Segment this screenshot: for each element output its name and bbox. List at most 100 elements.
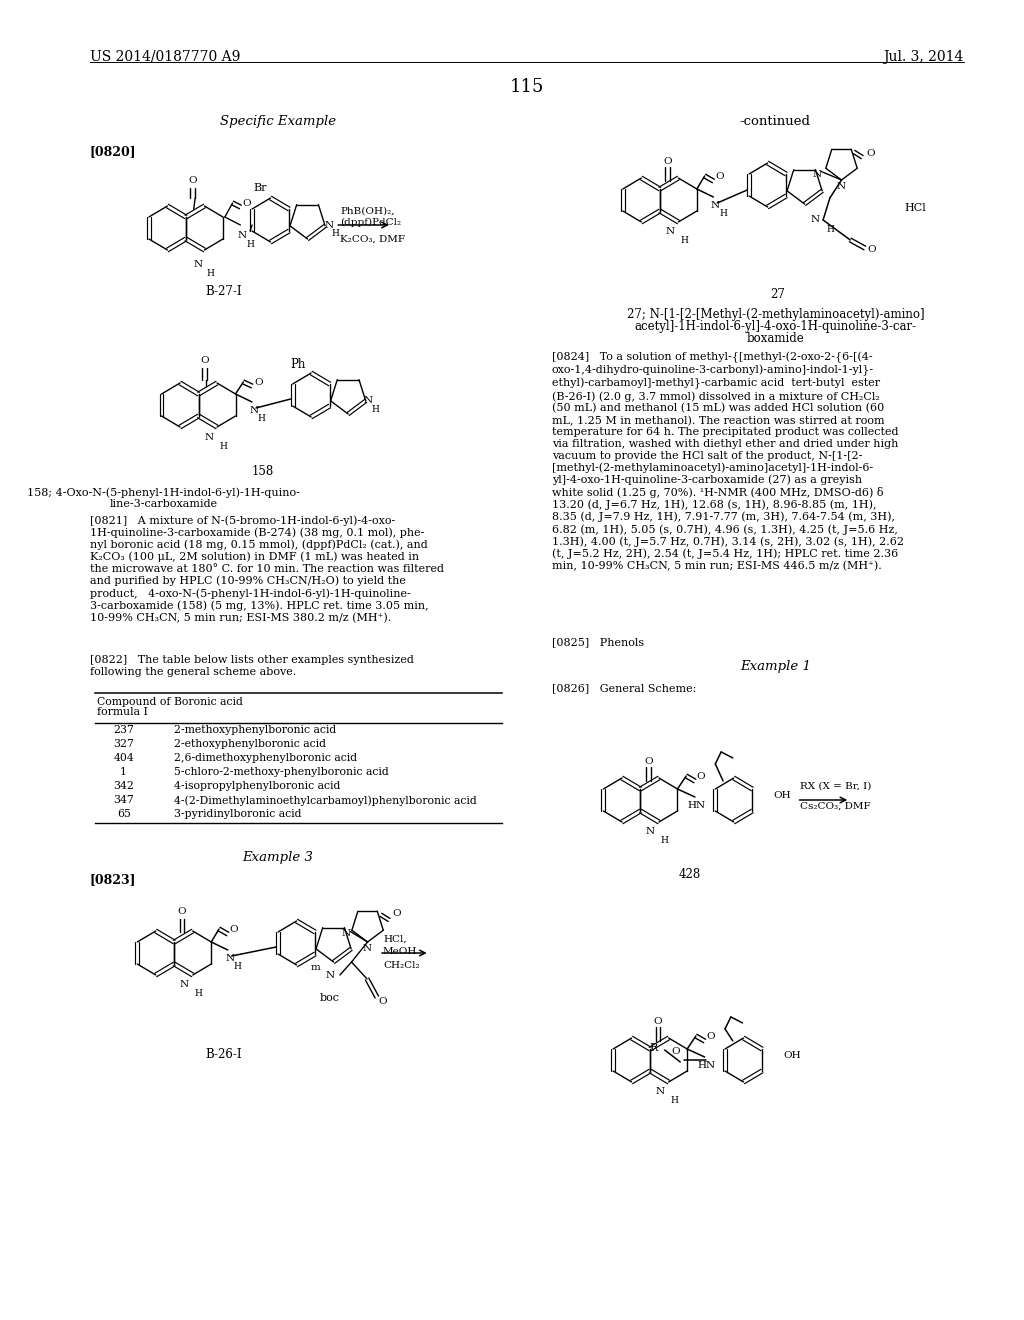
Text: N: N bbox=[225, 954, 234, 964]
Text: N: N bbox=[250, 407, 258, 414]
Text: [0823]: [0823] bbox=[90, 873, 136, 886]
Text: Ph: Ph bbox=[291, 358, 306, 371]
Text: N: N bbox=[655, 1086, 665, 1096]
Text: H: H bbox=[246, 240, 254, 249]
Text: 342: 342 bbox=[114, 781, 134, 791]
Text: [0825]   Phenols: [0825] Phenols bbox=[552, 638, 644, 647]
Text: HCl: HCl bbox=[904, 203, 927, 213]
Text: O: O bbox=[178, 907, 186, 916]
Text: Specific Example: Specific Example bbox=[220, 115, 336, 128]
Text: B-27-I: B-27-I bbox=[206, 285, 242, 298]
Text: N: N bbox=[711, 201, 720, 210]
Text: [0824]   To a solution of methyl-{[methyl-(2-oxo-2-{6-[(4-
oxo-1,4-dihydro-quino: [0824] To a solution of methyl-{[methyl-… bbox=[552, 352, 904, 572]
Text: 4-(2-Dimethylaminoethylcarbamoyl)phenylboronic acid: 4-(2-Dimethylaminoethylcarbamoyl)phenylb… bbox=[174, 795, 477, 805]
Text: MeOH: MeOH bbox=[383, 946, 418, 956]
Text: Br: Br bbox=[253, 183, 266, 193]
Text: RX (X = Br, I): RX (X = Br, I) bbox=[800, 781, 871, 791]
Text: H: H bbox=[827, 226, 835, 235]
Text: O: O bbox=[188, 176, 197, 185]
Text: N: N bbox=[342, 929, 351, 939]
Text: boc: boc bbox=[321, 993, 340, 1003]
Text: 27; N-[1-[2-[Methyl-(2-methylaminoacetyl)-amino]: 27; N-[1-[2-[Methyl-(2-methylaminoacetyl… bbox=[627, 308, 925, 321]
Text: N: N bbox=[180, 979, 188, 989]
Text: 428: 428 bbox=[679, 869, 701, 880]
Text: H: H bbox=[258, 414, 265, 422]
Text: H: H bbox=[719, 209, 727, 218]
Text: Example 1: Example 1 bbox=[740, 660, 811, 673]
Text: N: N bbox=[194, 260, 203, 269]
Text: Cs₂CO₃, DMF: Cs₂CO₃, DMF bbox=[800, 803, 870, 810]
Text: O: O bbox=[644, 756, 652, 766]
Text: line-3-carboxamide: line-3-carboxamide bbox=[110, 499, 217, 510]
Text: N: N bbox=[204, 433, 213, 442]
Text: -continued: -continued bbox=[740, 115, 811, 128]
Text: O: O bbox=[716, 172, 724, 181]
Text: 158: 158 bbox=[252, 465, 273, 478]
Text: m: m bbox=[310, 962, 321, 972]
Text: N: N bbox=[837, 182, 846, 191]
Text: 2,6-dimethoxyphenylboronic acid: 2,6-dimethoxyphenylboronic acid bbox=[174, 752, 357, 763]
Text: H: H bbox=[671, 1096, 679, 1105]
Text: 404: 404 bbox=[114, 752, 134, 763]
Text: N: N bbox=[238, 231, 247, 240]
Text: O: O bbox=[653, 1016, 663, 1026]
Text: CH₂Cl₂: CH₂Cl₂ bbox=[383, 961, 420, 970]
Text: boxamide: boxamide bbox=[746, 333, 804, 345]
Text: HN: HN bbox=[697, 1061, 716, 1071]
Text: formula I: formula I bbox=[96, 708, 147, 717]
Text: [0822]   The table below lists other examples synthesized
following the general : [0822] The table below lists other examp… bbox=[90, 655, 414, 677]
Text: 1: 1 bbox=[120, 767, 127, 777]
Text: H: H bbox=[332, 230, 340, 238]
Text: 2-methoxyphenylboronic acid: 2-methoxyphenylboronic acid bbox=[174, 725, 337, 735]
Text: H: H bbox=[372, 405, 380, 414]
Text: OH: OH bbox=[783, 1052, 801, 1060]
Text: OH: OH bbox=[774, 792, 792, 800]
Text: 2-ethoxyphenylboronic acid: 2-ethoxyphenylboronic acid bbox=[174, 739, 327, 748]
Text: O: O bbox=[664, 157, 672, 166]
Text: N: N bbox=[326, 970, 335, 979]
Text: H: H bbox=[195, 989, 203, 998]
Text: K₂CO₃, DMF: K₂CO₃, DMF bbox=[340, 235, 406, 244]
Text: Compound of: Compound of bbox=[96, 697, 170, 708]
Text: H: H bbox=[680, 236, 688, 246]
Text: [0820]: [0820] bbox=[90, 145, 136, 158]
Text: Boronic acid: Boronic acid bbox=[174, 697, 243, 708]
Text: B-26-I: B-26-I bbox=[206, 1048, 242, 1061]
Text: 5-chloro-2-methoxy-phenylboronic acid: 5-chloro-2-methoxy-phenylboronic acid bbox=[174, 767, 389, 777]
Text: O: O bbox=[672, 1048, 680, 1056]
Text: O: O bbox=[707, 1032, 715, 1041]
Text: 4-isopropylphenylboronic acid: 4-isopropylphenylboronic acid bbox=[174, 781, 341, 791]
Text: Example 3: Example 3 bbox=[243, 851, 313, 865]
Text: 3-pyridinylboronic acid: 3-pyridinylboronic acid bbox=[174, 809, 302, 818]
Text: HCl,: HCl, bbox=[383, 935, 407, 944]
Text: 347: 347 bbox=[114, 795, 134, 805]
Text: N: N bbox=[325, 222, 333, 230]
Text: O: O bbox=[254, 378, 262, 387]
Text: H: H bbox=[207, 269, 214, 279]
Text: 158; 4-Oxo-N-(5-phenyl-1H-indol-6-yl)-1H-quino-: 158; 4-Oxo-N-(5-phenyl-1H-indol-6-yl)-1H… bbox=[27, 487, 300, 498]
Text: H: H bbox=[660, 836, 669, 845]
Text: O: O bbox=[200, 356, 209, 364]
Text: (dppf)PdCl₂: (dppf)PdCl₂ bbox=[340, 218, 401, 227]
Text: Jul. 3, 2014: Jul. 3, 2014 bbox=[884, 50, 964, 63]
Text: [0821]   A mixture of N-(5-bromo-1H-indol-6-yl)-4-oxo-
1H-quinoline-3-carboxamid: [0821] A mixture of N-(5-bromo-1H-indol-… bbox=[90, 515, 443, 623]
Text: HN: HN bbox=[688, 801, 706, 810]
Text: H: H bbox=[219, 442, 227, 451]
Text: 27: 27 bbox=[770, 288, 784, 301]
Text: 65: 65 bbox=[117, 809, 131, 818]
Text: N: N bbox=[810, 215, 819, 224]
Text: N: N bbox=[646, 828, 655, 836]
Text: O: O bbox=[867, 246, 877, 255]
Text: O: O bbox=[392, 908, 401, 917]
Text: H: H bbox=[233, 962, 242, 972]
Text: O: O bbox=[229, 925, 239, 935]
Text: O: O bbox=[243, 199, 251, 209]
Text: PhB(OH)₂,: PhB(OH)₂, bbox=[340, 207, 395, 216]
Text: 327: 327 bbox=[114, 739, 134, 748]
Text: 237: 237 bbox=[114, 725, 134, 735]
Text: [0826]   General Scheme:: [0826] General Scheme: bbox=[552, 682, 696, 693]
Text: O: O bbox=[697, 772, 706, 781]
Text: O: O bbox=[866, 149, 874, 158]
Text: N: N bbox=[362, 944, 372, 953]
Text: 115: 115 bbox=[510, 78, 544, 96]
